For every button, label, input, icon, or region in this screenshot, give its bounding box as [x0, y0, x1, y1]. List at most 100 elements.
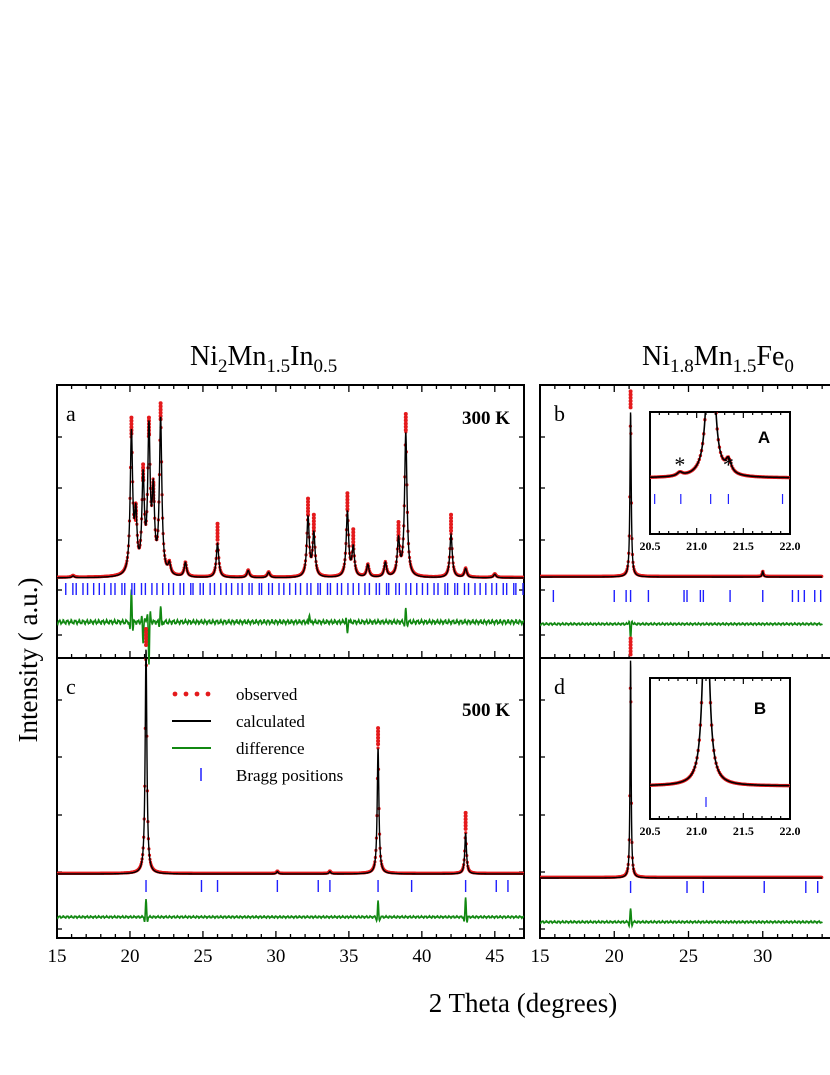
temperature-300: 300 K	[462, 408, 510, 429]
observed-point	[215, 534, 220, 539]
temperature-500: 500 K	[462, 700, 510, 721]
panel-c-calculated	[57, 649, 524, 875]
inset-xtick-label: 21.5	[733, 539, 754, 553]
observed-point	[129, 418, 134, 423]
inset-marker: *	[674, 452, 685, 477]
observed-point	[449, 519, 454, 524]
observed-point	[215, 525, 220, 529]
observed-point	[396, 532, 401, 537]
inset-observed-point	[708, 668, 711, 671]
inset-xtick-label: 20.5	[640, 539, 661, 553]
observed-point	[351, 527, 356, 532]
xtick-label-left: 30	[266, 946, 285, 967]
title-left-symbol: In	[290, 341, 313, 372]
title-left-subscript: 2	[218, 356, 228, 377]
title-left: Ni2Mn1.5In0.5	[190, 341, 337, 377]
observed-point	[376, 746, 380, 750]
observed-point	[463, 810, 468, 815]
title-right-subscript: 1.5	[733, 356, 757, 377]
panel-c-difference	[57, 897, 524, 924]
observed-point	[345, 494, 350, 499]
observed-point	[306, 512, 311, 517]
panel-label-d: d	[554, 674, 565, 699]
panel-label-a: a	[66, 401, 76, 426]
inset-B-frame	[649, 677, 791, 820]
legend-label: calculated	[236, 712, 305, 731]
observed-point	[351, 530, 356, 535]
panel-a-calculated	[57, 416, 524, 579]
panel-c-plot	[57, 626, 524, 924]
observed-point	[158, 407, 163, 412]
observed-point	[158, 401, 163, 406]
observed-point	[158, 404, 163, 409]
observed-point	[311, 522, 316, 527]
title-left-subscript: 0.5	[313, 356, 337, 377]
panel-a-bragg	[65, 583, 524, 595]
observed-point	[396, 523, 401, 528]
legend-swatch-observed-dot	[183, 691, 189, 697]
legend-label: difference	[236, 739, 305, 758]
observed-point	[158, 410, 163, 415]
panel-b-bragg	[552, 590, 822, 602]
observed-point	[306, 499, 311, 504]
observed-point	[144, 626, 149, 631]
observed-point	[376, 726, 381, 731]
observed-point	[215, 537, 220, 542]
inset-xtick-label: 20.5	[640, 824, 661, 838]
inset-label: A	[758, 428, 770, 447]
observed-point	[129, 425, 134, 430]
legend-swatch-observed-dot	[172, 691, 178, 697]
observed-point	[215, 521, 220, 526]
observed-point	[396, 520, 401, 524]
panel-a-difference	[57, 589, 524, 665]
observed-point	[449, 512, 454, 517]
inset-observed-point	[713, 388, 716, 391]
observed-point	[129, 415, 134, 420]
observed-point	[306, 496, 311, 501]
observed-point	[403, 421, 408, 426]
xtick-label-left: 40	[412, 946, 431, 967]
observed-point	[403, 415, 408, 420]
inset-observed-point	[710, 254, 713, 257]
xtick-label-right: 30	[753, 946, 772, 967]
legend-label: observed	[236, 685, 298, 704]
legend-swatch-observed-dot	[205, 691, 211, 697]
observed-point	[351, 533, 356, 538]
observed-point	[345, 504, 350, 508]
panel-label-b: b	[554, 401, 565, 426]
frame-right	[539, 384, 830, 939]
title-right: Ni1.8Mn1.5Fe0	[642, 341, 794, 377]
frame-left	[56, 384, 525, 939]
observed-point	[129, 422, 134, 426]
inset-xtick-label: 21.5	[733, 824, 754, 838]
data-layer	[57, 254, 824, 929]
observed-point	[311, 525, 316, 530]
legend: observed calculated difference Bragg positi…	[172, 685, 343, 785]
observed-point	[215, 528, 220, 533]
panel-d-bragg	[629, 881, 819, 893]
observed-point	[306, 503, 311, 507]
title-left-symbol: Mn	[228, 341, 267, 372]
observed-point	[396, 529, 401, 534]
xtick-label-left: 15	[48, 946, 67, 967]
title-left-subscript: 1.5	[266, 356, 290, 377]
inset-observed-point	[701, 668, 704, 671]
observed-point	[628, 389, 633, 394]
title-left-symbol: Ni	[190, 341, 218, 372]
y-axis-label: Intensity ( a.u.)	[13, 578, 43, 743]
legend-label: Bragg positions	[236, 766, 343, 785]
inset-marker: *	[723, 452, 734, 477]
inset-observed-point	[703, 570, 706, 573]
observed-point	[449, 516, 454, 520]
observed-point	[351, 536, 356, 541]
inset-observed-point	[705, 570, 708, 573]
inset-observed-point	[711, 304, 714, 307]
observed-point	[449, 522, 454, 527]
xtick-label-right: 15	[531, 946, 550, 967]
observed-point	[306, 509, 311, 514]
observed-point	[345, 507, 350, 512]
title-right-symbol: Fe	[756, 341, 784, 372]
observed-point	[141, 465, 146, 470]
observed-point	[311, 519, 316, 524]
